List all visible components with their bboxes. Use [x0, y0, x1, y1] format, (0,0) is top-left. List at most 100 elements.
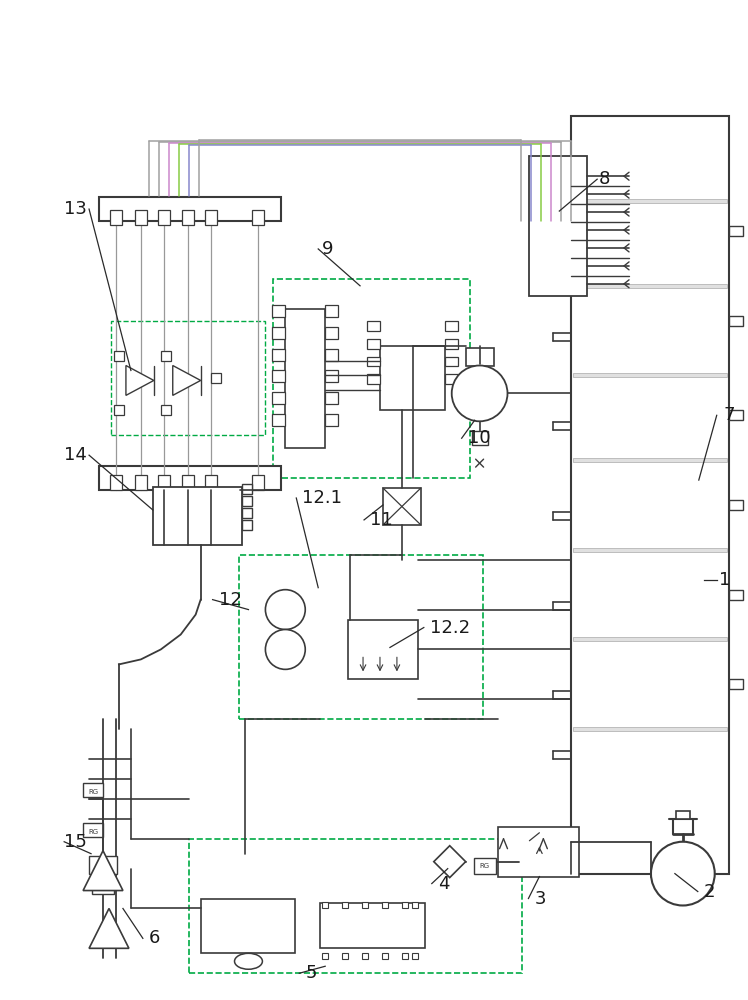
Bar [676, 811, 690, 819]
Text: 13: 13 [64, 200, 87, 218]
Text: 11: 11 [370, 511, 393, 529]
Bar [83, 783, 103, 797]
Polygon shape [173, 366, 200, 395]
Bar [182, 210, 194, 225]
Bar [158, 210, 170, 225]
Bar [573, 458, 727, 462]
Text: 5: 5 [305, 964, 316, 982]
Bar [272, 392, 285, 404]
Circle shape [651, 842, 715, 905]
Bar [367, 374, 380, 384]
Bar [99, 466, 281, 490]
Ellipse shape [235, 953, 263, 969]
Bar [322, 953, 328, 959]
Bar [89, 856, 117, 874]
Bar [110, 475, 122, 490]
Bar [325, 305, 338, 317]
Bar [445, 374, 458, 384]
Text: 1: 1 [719, 571, 730, 589]
Bar [242, 520, 253, 530]
Bar [325, 392, 338, 404]
Bar [497, 827, 579, 877]
Bar [253, 210, 264, 225]
Polygon shape [89, 908, 129, 948]
Bar [729, 316, 743, 326]
Bar [135, 475, 147, 490]
Bar [571, 116, 729, 874]
Bar [445, 357, 458, 366]
Bar [200, 899, 295, 953]
Bar [573, 637, 727, 641]
Bar [161, 405, 171, 415]
Bar [445, 339, 458, 349]
Polygon shape [83, 851, 123, 891]
Bar [272, 414, 285, 426]
Circle shape [266, 630, 305, 669]
Polygon shape [434, 846, 466, 878]
Bar [342, 953, 348, 959]
Bar [242, 508, 253, 518]
Bar [205, 210, 217, 225]
Bar [573, 548, 727, 552]
Bar [573, 727, 727, 731]
Text: 15: 15 [64, 833, 87, 851]
Text: 14: 14 [64, 446, 87, 464]
Bar [114, 405, 124, 415]
Bar [573, 199, 727, 203]
Text: 6: 6 [149, 929, 160, 947]
Bar [325, 414, 338, 426]
Bar [325, 349, 338, 361]
Bar [530, 156, 587, 296]
Bar [92, 882, 114, 894]
Bar [272, 327, 285, 339]
Bar [472, 431, 488, 445]
Bar [382, 902, 388, 908]
Bar [161, 351, 171, 361]
Bar [325, 370, 338, 382]
Bar [382, 953, 388, 959]
Bar [253, 475, 264, 490]
Circle shape [266, 590, 305, 630]
Bar [285, 309, 325, 448]
Bar [729, 679, 743, 689]
Bar [242, 484, 253, 494]
Bar [412, 953, 418, 959]
Text: 8: 8 [599, 170, 610, 188]
Bar [211, 373, 221, 383]
Text: RG: RG [479, 863, 490, 869]
Text: 2: 2 [704, 883, 715, 901]
Bar [158, 475, 170, 490]
Text: 4: 4 [438, 875, 450, 893]
Bar [380, 346, 445, 410]
Bar [325, 327, 338, 339]
Text: 12.2: 12.2 [430, 619, 470, 637]
Bar [348, 620, 418, 679]
Bar [729, 226, 743, 236]
Bar [362, 953, 368, 959]
Bar [182, 475, 194, 490]
Bar [99, 197, 281, 221]
Bar [205, 475, 217, 490]
Polygon shape [126, 366, 154, 395]
Bar [412, 902, 418, 908]
Text: 12: 12 [218, 591, 242, 609]
Bar [322, 902, 328, 908]
Text: 9: 9 [322, 240, 334, 258]
Bar [273, 279, 470, 478]
Bar [110, 210, 122, 225]
Bar [573, 373, 727, 377]
Bar [367, 357, 380, 366]
Bar [239, 555, 482, 719]
Bar [402, 953, 408, 959]
Text: 12.1: 12.1 [302, 489, 343, 507]
Bar [320, 903, 425, 948]
Text: 10: 10 [468, 429, 490, 447]
Bar [445, 321, 458, 331]
Bar [729, 500, 743, 510]
Bar [573, 284, 727, 288]
Text: RG: RG [88, 829, 98, 835]
Bar [466, 348, 494, 366]
Text: RG: RG [88, 789, 98, 795]
Text: 7: 7 [724, 406, 735, 424]
Text: 3: 3 [534, 890, 546, 908]
